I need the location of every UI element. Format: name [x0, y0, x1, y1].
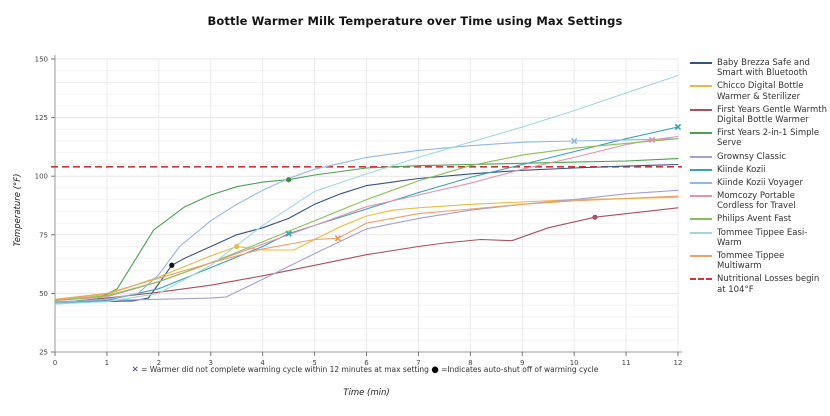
x-tick-label: 12	[674, 359, 683, 367]
auto-shutoff-marker	[169, 262, 175, 268]
x-tick-label: 1	[105, 359, 109, 367]
legend-item-series: Tommee Tippee Easi-Warm	[690, 228, 828, 248]
incomplete-cycle-marker	[571, 137, 578, 145]
series-line	[54, 138, 679, 301]
x-tick-label: 2	[157, 359, 161, 367]
legend-label: Nutritional Losses begin at 104°F	[717, 274, 820, 295]
x-axis-title: Time (min)	[343, 388, 390, 398]
legend-swatch-line	[690, 132, 712, 135]
x-tick-label: 5	[312, 359, 316, 367]
x-tick-label: 3	[209, 359, 213, 367]
legend-item-series: Tommee Tippee Multiwarm	[690, 251, 828, 271]
legend-item-reference-line: Nutritional Losses begin at 104°F	[690, 274, 828, 295]
legend-item-series: Chicco Digital Bottle Warmer & Sterilize…	[690, 81, 828, 102]
legend-item-series: Grownsy Classic	[690, 152, 828, 162]
incomplete-cycle-marker	[334, 235, 342, 242]
y-tick-label: 25	[39, 349, 48, 357]
legend-swatch-line	[690, 168, 712, 171]
auto-shutoff-marker	[286, 177, 292, 183]
x-tick-label: 4	[260, 359, 265, 367]
series-line	[54, 74, 679, 305]
legend-label: Tommee Tippee Multiwarm	[717, 251, 785, 272]
y-tick-label: 50	[39, 290, 48, 298]
legend-swatch-line	[690, 181, 712, 184]
legend-swatch-line	[690, 218, 712, 221]
legend-item-series: Kiinde Kozii Voyager	[690, 178, 828, 188]
legend-label: Chicco Digital Bottle Warmer & Sterilize…	[717, 81, 804, 102]
gridlines	[54, 58, 679, 353]
footnote-x-text: = Warmer did not complete warming cycle …	[138, 365, 432, 374]
legend-label: Tommee Tippee Easi-Warm	[717, 227, 808, 248]
legend-label: Grownsy Classic	[717, 151, 786, 162]
legend-swatch-line	[690, 195, 712, 198]
x-tick-label: 7	[416, 359, 420, 367]
series-line	[54, 138, 679, 304]
legend-swatch-line	[690, 255, 712, 257]
legend-swatch-line	[690, 231, 712, 234]
x-tick-label: 10	[570, 359, 579, 367]
legend-swatch-line	[690, 155, 712, 158]
legend-label: Kiinde Kozii	[717, 164, 766, 175]
legend-item-series: Momcozy Portable Cordless for Travel	[690, 191, 828, 211]
series-line	[54, 207, 679, 304]
legend-swatch-line	[690, 108, 712, 111]
legend-label: First Years 2-in-1 Simple Serve	[717, 128, 820, 149]
chart-legend: Baby Brezza Safe and Smart with Bluetoot…	[690, 58, 828, 298]
y-tick-label: 100	[35, 173, 48, 181]
y-tick-label: 75	[39, 231, 48, 239]
legend-item-series: Kiinde Kozii	[690, 165, 828, 175]
chart-footnote: ✕ = Warmer did not complete warming cycl…	[40, 365, 690, 375]
x-tick-label: 6	[364, 359, 369, 367]
legend-label: Kiinde Kozii Voyager	[717, 177, 803, 188]
legend-label: Philips Avent Fast	[717, 214, 792, 225]
x-tick-label: 9	[520, 359, 524, 367]
legend-item-series: First Years Gentle Warmth Digital Bottle…	[690, 105, 828, 125]
y-tick-label: 150	[35, 56, 48, 64]
legend-item-series: Philips Avent Fast	[690, 214, 828, 224]
x-tick-label: 0	[53, 359, 57, 367]
footnote-dot-text: =Indicates auto-shut off of warming cycl…	[438, 365, 599, 374]
series-line	[54, 195, 679, 300]
series-line	[54, 189, 679, 303]
legend-item-series: First Years 2-in-1 Simple Serve	[690, 128, 828, 148]
incomplete-cycle-marker	[674, 123, 682, 131]
legend-label: Baby Brezza Safe and Smart with Bluetoot…	[717, 58, 810, 79]
legend-label: Momcozy Portable Cordless for Travel	[717, 191, 796, 212]
incomplete-cycle-marker	[285, 230, 292, 237]
legend-swatch-line	[690, 62, 712, 64]
auto-shutoff-marker	[234, 243, 240, 250]
incomplete-cycle-marker	[648, 136, 656, 144]
auto-shutoff-dot-icon: ●	[431, 365, 439, 375]
series-line	[54, 126, 679, 305]
auto-shutoff-marker	[592, 214, 598, 220]
incomplete-cycle-x-icon: ✕	[131, 365, 139, 375]
y-tick-label: 125	[35, 114, 48, 122]
y-axis-title: Temperature (°F)	[13, 173, 23, 247]
chart-title: Bottle Warmer Milk Temperature over Time…	[207, 14, 623, 28]
x-tick-label: 8	[468, 359, 472, 367]
legend-item-series: Baby Brezza Safe and Smart with Bluetoot…	[690, 58, 828, 78]
legend-label: First Years Gentle Warmth Digital Bottle…	[717, 104, 827, 125]
legend-swatch-line	[690, 85, 712, 88]
legend-swatch-line	[690, 278, 712, 281]
x-tick-label: 11	[622, 359, 631, 367]
series-line	[54, 196, 679, 300]
